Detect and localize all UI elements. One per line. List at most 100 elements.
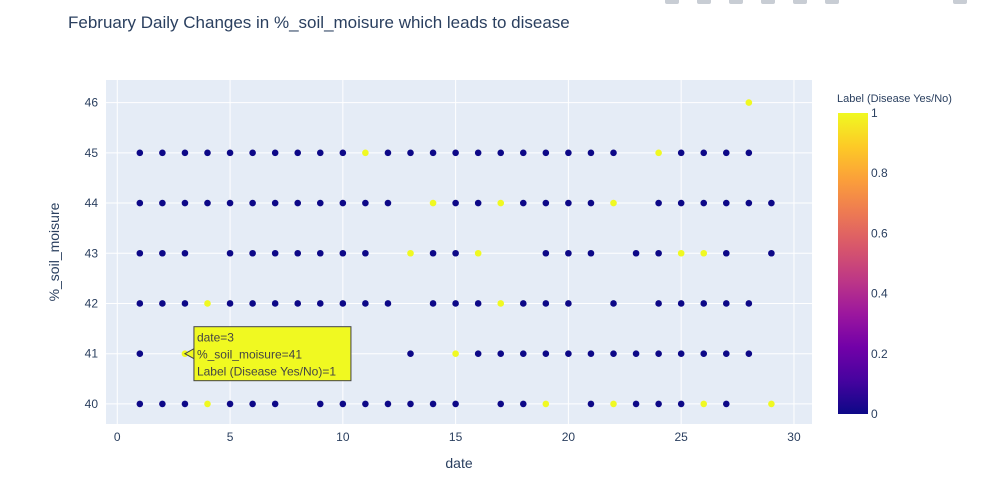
data-point[interactable] — [159, 199, 166, 207]
data-point[interactable] — [587, 199, 595, 207]
data-point[interactable] — [745, 300, 753, 307]
data-point[interactable] — [632, 350, 640, 357]
data-point[interactable] — [249, 300, 256, 307]
data-point[interactable] — [429, 400, 437, 408]
data-point[interactable] — [565, 149, 572, 157]
plotly-logo-icon[interactable] — [953, 0, 967, 4]
data-point[interactable] — [316, 400, 324, 408]
data-point[interactable] — [294, 300, 302, 307]
data-point[interactable] — [136, 400, 144, 408]
data-point[interactable] — [700, 149, 708, 157]
data-point[interactable] — [271, 149, 279, 157]
data-point[interactable] — [497, 149, 505, 157]
data-point[interactable] — [204, 199, 211, 207]
data-point[interactable] — [181, 199, 189, 207]
data-point[interactable] — [587, 249, 595, 257]
data-point[interactable] — [384, 199, 392, 207]
data-point[interactable] — [677, 249, 685, 257]
data-point[interactable] — [226, 149, 234, 157]
data-point[interactable] — [722, 249, 730, 257]
data-point[interactable] — [722, 149, 730, 157]
data-point[interactable] — [452, 350, 459, 357]
data-point[interactable] — [542, 199, 550, 207]
data-point[interactable] — [587, 149, 595, 157]
data-point[interactable] — [159, 149, 166, 157]
select-icon[interactable] — [825, 0, 839, 4]
data-point[interactable] — [136, 300, 144, 307]
data-point[interactable] — [429, 199, 437, 207]
data-point[interactable] — [722, 199, 730, 207]
data-point[interactable] — [384, 300, 392, 307]
data-point[interactable] — [136, 350, 144, 357]
data-point[interactable] — [677, 400, 685, 408]
data-point[interactable] — [407, 350, 414, 357]
data-point[interactable] — [474, 350, 482, 357]
data-point[interactable] — [316, 249, 324, 257]
data-point[interactable] — [768, 199, 775, 207]
data-point[interactable] — [610, 300, 617, 307]
zoom-icon[interactable] — [697, 0, 711, 4]
data-point[interactable] — [452, 249, 459, 257]
data-point[interactable] — [700, 300, 708, 307]
data-point[interactable] — [271, 300, 279, 307]
data-point[interactable] — [768, 400, 775, 408]
data-point[interactable] — [339, 149, 347, 157]
data-point[interactable] — [497, 350, 505, 357]
data-point[interactable] — [226, 400, 234, 408]
data-point[interactable] — [136, 249, 144, 257]
data-point[interactable] — [610, 400, 617, 408]
data-point[interactable] — [655, 300, 662, 307]
data-point[interactable] — [362, 149, 369, 157]
data-point[interactable] — [677, 149, 685, 157]
data-point[interactable] — [519, 400, 527, 408]
data-point[interactable] — [429, 300, 437, 307]
data-point[interactable] — [136, 199, 144, 207]
data-point[interactable] — [249, 400, 256, 408]
data-point[interactable] — [565, 249, 572, 257]
data-point[interactable] — [362, 249, 369, 257]
data-point[interactable] — [204, 149, 211, 157]
autoscale-icon[interactable] — [761, 0, 775, 4]
data-point[interactable] — [316, 199, 324, 207]
data-point[interactable] — [497, 199, 505, 207]
data-point[interactable] — [159, 300, 166, 307]
data-point[interactable] — [632, 400, 640, 408]
data-point[interactable] — [407, 249, 414, 257]
data-point[interactable] — [610, 149, 617, 157]
data-point[interactable] — [542, 350, 550, 357]
data-point[interactable] — [407, 400, 414, 408]
data-point[interactable] — [722, 350, 730, 357]
data-point[interactable] — [474, 149, 482, 157]
data-point[interactable] — [181, 400, 189, 408]
data-point[interactable] — [181, 249, 189, 257]
data-point[interactable] — [181, 149, 189, 157]
data-point[interactable] — [294, 199, 302, 207]
data-point[interactable] — [677, 300, 685, 307]
data-point[interactable] — [519, 149, 527, 157]
data-point[interactable] — [677, 350, 685, 357]
data-point[interactable] — [136, 149, 144, 157]
data-point[interactable] — [204, 400, 211, 408]
data-point[interactable] — [452, 300, 459, 307]
data-point[interactable] — [610, 350, 617, 357]
data-point[interactable] — [542, 249, 550, 257]
data-point[interactable] — [384, 400, 392, 408]
data-point[interactable] — [519, 350, 527, 357]
data-point[interactable] — [159, 400, 166, 408]
data-point[interactable] — [159, 249, 166, 257]
data-point[interactable] — [474, 249, 482, 257]
camera-icon[interactable] — [665, 0, 679, 4]
data-point[interactable] — [700, 400, 708, 408]
data-point[interactable] — [677, 199, 685, 207]
data-point[interactable] — [226, 249, 234, 257]
data-point[interactable] — [271, 199, 279, 207]
data-point[interactable] — [497, 400, 505, 408]
data-point[interactable] — [249, 149, 256, 157]
data-point[interactable] — [745, 149, 753, 157]
data-point[interactable] — [339, 300, 347, 307]
reset-axes-icon[interactable] — [793, 0, 807, 4]
data-point[interactable] — [700, 249, 708, 257]
data-point[interactable] — [271, 249, 279, 257]
data-point[interactable] — [519, 199, 527, 207]
data-point[interactable] — [339, 249, 347, 257]
